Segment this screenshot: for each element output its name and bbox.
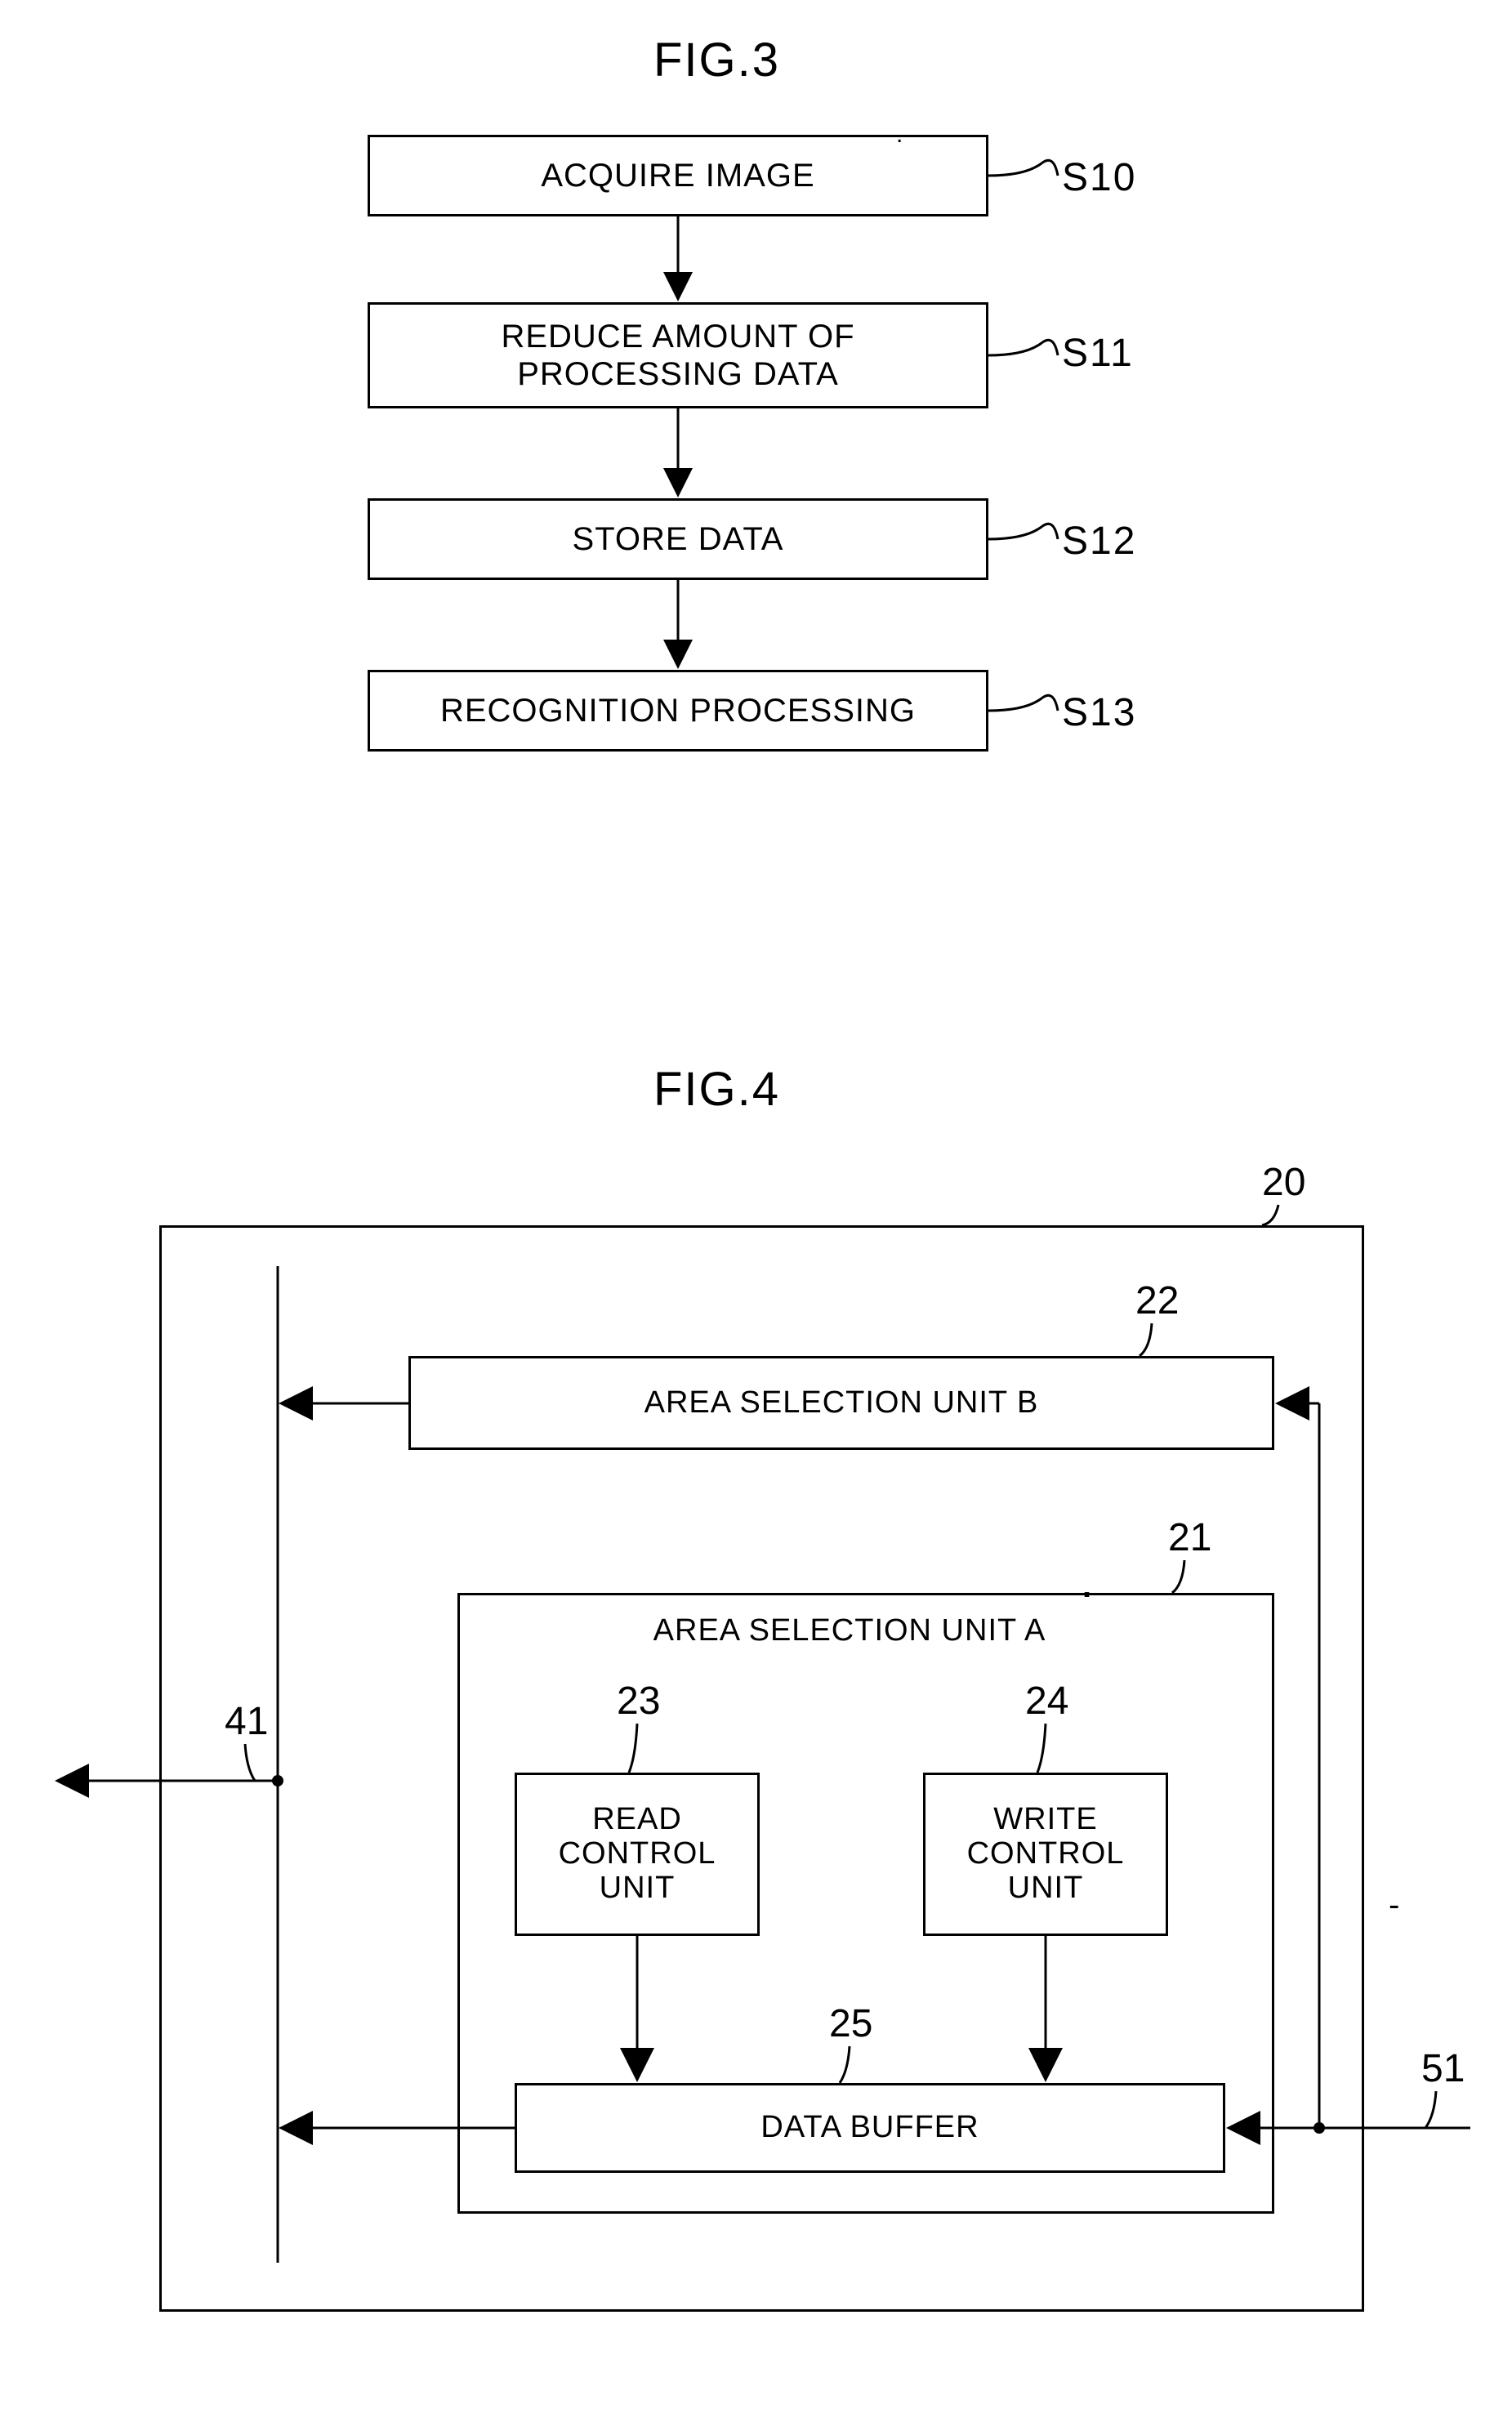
page: FIG.3 ACQUIRE IMAGE S10 REDUCE AMOUNT OF…	[0, 0, 1512, 2422]
fig4-lines	[0, 0, 1512, 2422]
